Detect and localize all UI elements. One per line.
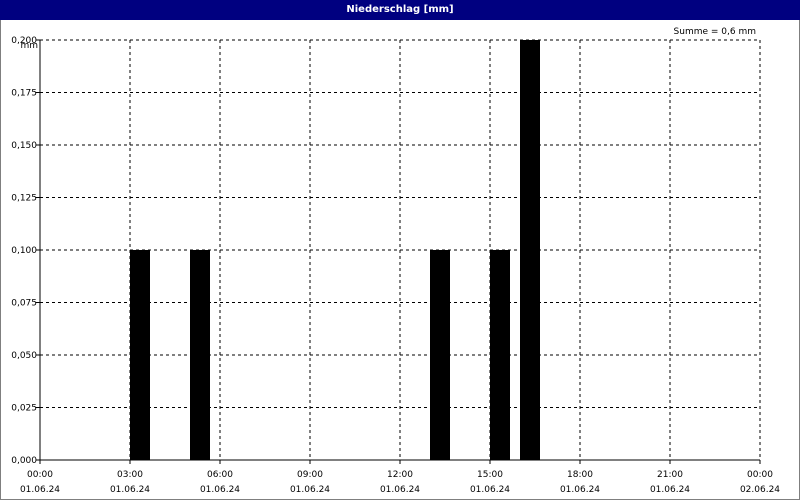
x-tick-time: 21:00 <box>657 470 683 480</box>
x-tick-time: 18:00 <box>567 470 593 480</box>
precipitation-bar <box>130 250 150 460</box>
y-tick-label: 0,075 <box>11 299 37 309</box>
y-tick-label: 0,125 <box>11 194 37 204</box>
x-tick-date: 01.06.24 <box>20 485 60 495</box>
y-axis-label: mm <box>20 41 38 51</box>
x-tick-date: 01.06.24 <box>560 485 600 495</box>
chart-title: Niederschlag [mm] <box>0 0 800 20</box>
x-tick-date: 01.06.24 <box>650 485 690 495</box>
x-tick-time: 00:00 <box>27 470 53 480</box>
x-tick-time: 03:00 <box>117 470 143 480</box>
precipitation-bar <box>190 250 210 460</box>
x-tick-time: 09:00 <box>297 470 323 480</box>
precipitation-bar <box>520 40 540 460</box>
x-tick-date: 01.06.24 <box>380 485 420 495</box>
x-tick-time: 06:00 <box>207 470 233 480</box>
y-tick-label: 0,025 <box>11 404 37 414</box>
x-tick-date: 01.06.24 <box>200 485 240 495</box>
bars <box>130 40 540 460</box>
x-tick-date: 01.06.24 <box>110 485 150 495</box>
x-tick-time: 00:00 <box>747 470 773 480</box>
sum-annotation: Summe = 0,6 mm <box>674 27 756 37</box>
y-tick-label: 0,050 <box>11 351 37 361</box>
x-tick-time: 15:00 <box>477 470 503 480</box>
x-tick-date: 01.06.24 <box>470 485 510 495</box>
precipitation-bar <box>490 250 510 460</box>
precipitation-bar <box>430 250 450 460</box>
y-tick-label: 0,200 <box>11 36 37 46</box>
y-tick-label: 0,175 <box>11 89 37 99</box>
x-tick-date: 01.06.24 <box>290 485 330 495</box>
y-tick-label: 0,000 <box>11 456 37 466</box>
y-tick-label: 0,150 <box>11 141 37 151</box>
axes: 0,000 0,025 0,050 0,075 0,100 0,125 0,150 0,175… <box>11 36 780 495</box>
x-tick-date: 02.06.24 <box>740 485 780 495</box>
y-tick-label: 0,100 <box>11 246 37 256</box>
x-tick-time: 12:00 <box>387 470 413 480</box>
